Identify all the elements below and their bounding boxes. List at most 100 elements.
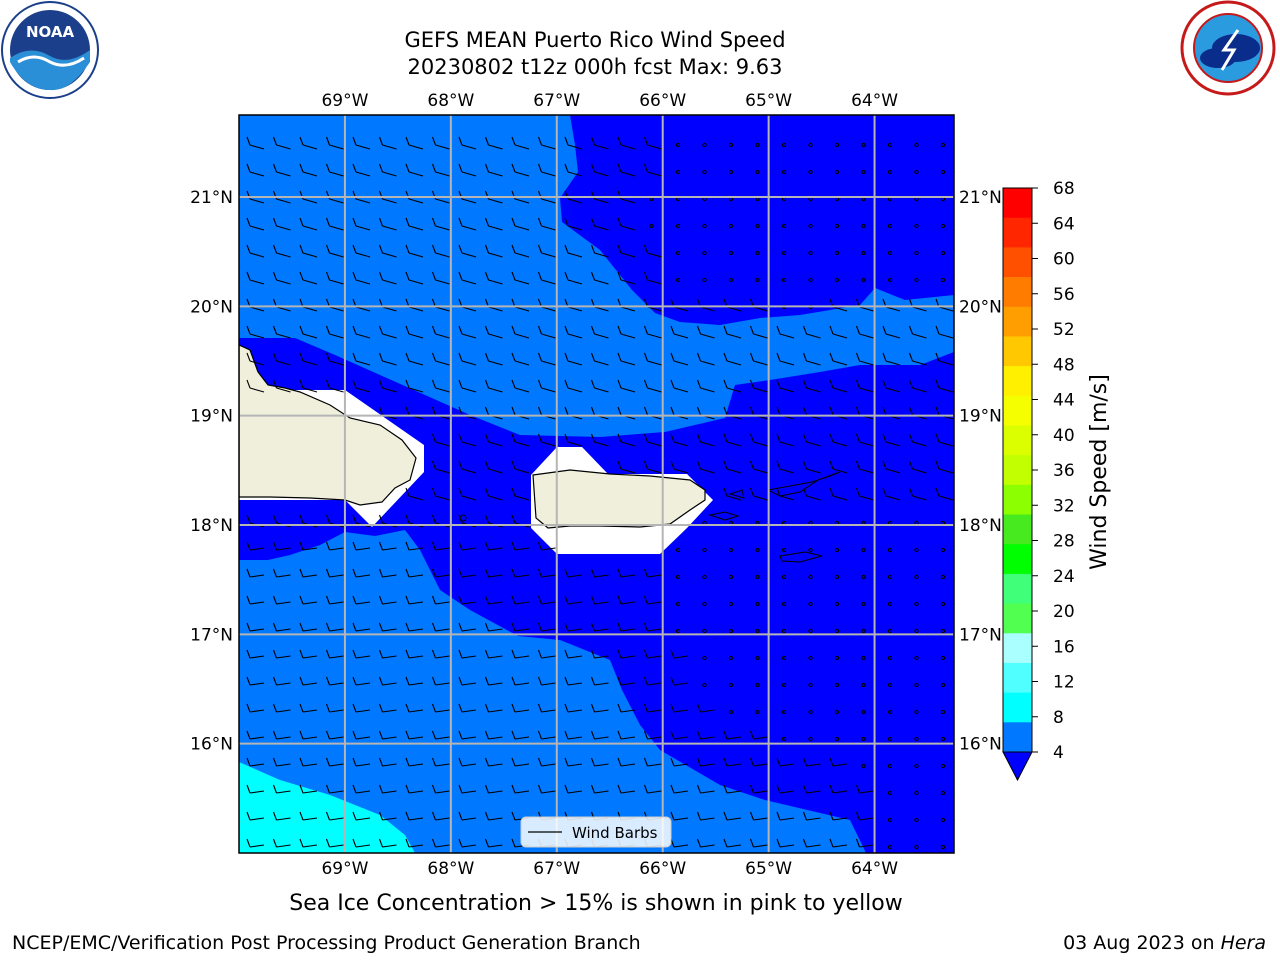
wind-barb [378, 676, 397, 686]
wind-barb [908, 433, 927, 447]
wind-barb [696, 325, 715, 339]
wind-barb [564, 163, 583, 177]
wind-barb-calm [940, 736, 946, 742]
wind-barb-calm [861, 250, 866, 256]
wind-barb-calm [781, 628, 787, 634]
wind-barb [431, 379, 450, 393]
wind-barb [855, 811, 874, 821]
wind-barb [829, 838, 848, 848]
colorbar-tick-label: 24 [1053, 567, 1075, 587]
wind-barb-calm [728, 628, 734, 634]
wind-barb [564, 244, 583, 258]
wind-barb-calm [755, 169, 760, 175]
wind-barb [378, 271, 397, 285]
wind-barb [458, 271, 477, 285]
wind-barb [431, 757, 450, 767]
wind-barb [272, 622, 291, 632]
wind-barb-calm [914, 601, 919, 607]
wind-barb [537, 649, 556, 659]
wind-barb-calm [914, 547, 919, 553]
wind-barb [776, 379, 795, 393]
wind-barb [246, 217, 265, 231]
wind-barb [405, 730, 424, 740]
lat-labels-right: 21°N 20°N 19°N 18°N 17°N 16°N [959, 188, 1002, 755]
colorbar-tick-label: 48 [1053, 355, 1075, 375]
lat-label: 17°N [959, 625, 1002, 645]
colorbar-segment [1003, 425, 1032, 456]
wind-barb [908, 325, 927, 339]
wind-barb [352, 541, 371, 551]
wind-barb [696, 784, 715, 794]
wind-barb-calm [834, 547, 840, 553]
wind-barb-calm [781, 277, 787, 283]
wind-barb [882, 379, 901, 393]
wind-barb [564, 649, 583, 659]
wind-barb [829, 379, 848, 393]
wind-barb [723, 379, 742, 393]
wind-barb [484, 136, 503, 150]
wind-barb [484, 622, 503, 632]
wind-barb-calm [940, 277, 946, 283]
wind-barb-calm [834, 169, 840, 175]
wind-barb-calm [702, 601, 707, 607]
lat-label: 20°N [190, 297, 233, 317]
wind-barb [352, 730, 371, 740]
wind-barb [802, 433, 821, 447]
wind-barb [723, 838, 742, 848]
wind-barb [564, 595, 583, 605]
wind-barb-calm [781, 601, 787, 607]
wind-barb [696, 811, 715, 821]
lon-labels-top: 69°W 68°W 67°W 66°W 65°W 64°W [321, 91, 898, 111]
wind-barb [670, 433, 689, 447]
wind-barb [378, 757, 397, 767]
wind-barb-calm [675, 169, 681, 175]
wind-barb [749, 325, 768, 339]
wind-barb-calm [834, 736, 840, 742]
wind-barb-calm [675, 223, 681, 229]
wind-barb [352, 352, 371, 366]
wind-barb [696, 379, 715, 393]
wind-barb [405, 541, 424, 551]
wind-barb [590, 730, 609, 740]
wind-barb [511, 757, 530, 767]
wind-barb [458, 757, 477, 767]
wind-barb-calm [808, 655, 813, 661]
wind-barb [246, 541, 265, 551]
wind-barb [564, 784, 583, 794]
wind-barb [272, 136, 291, 150]
wind-barb [670, 325, 689, 339]
wind-barb-calm [675, 142, 681, 148]
wind-barb [882, 487, 901, 501]
wind-barb [484, 244, 503, 258]
wind-barb [511, 271, 530, 285]
wind-barb-calm [781, 547, 787, 553]
wind-barb [458, 541, 477, 551]
lat-label: 18°N [190, 516, 233, 536]
wind-barb [325, 136, 344, 150]
wind-barb [431, 568, 450, 578]
wind-barb-calm [675, 277, 681, 283]
colorbar-segment [1003, 336, 1032, 367]
wind-barb [352, 595, 371, 605]
wind-barb-calm [834, 655, 840, 661]
wind-barb [484, 703, 503, 713]
wind-speed-8-12-area [239, 762, 415, 853]
wind-barb [246, 352, 265, 366]
lon-label: 66°W [639, 91, 686, 111]
wind-barb [564, 433, 583, 447]
wind-barb [325, 676, 344, 686]
colorbar-segment [1003, 544, 1032, 575]
wind-barb-calm [861, 547, 866, 553]
wind-barb [378, 379, 397, 393]
wind-barb [617, 460, 636, 474]
wind-barb [246, 136, 265, 150]
wind-barb [246, 568, 265, 578]
wind-barb [405, 649, 424, 659]
wind-barb [511, 163, 530, 177]
wind-barb-calm [755, 277, 760, 283]
lat-labels-left: 21°N 20°N 19°N 18°N 17°N 16°N [190, 188, 233, 755]
wind-barb-calm [861, 655, 866, 661]
wind-barb [802, 784, 821, 794]
wind-barb-calm [861, 682, 866, 688]
wind-barb [511, 568, 530, 578]
